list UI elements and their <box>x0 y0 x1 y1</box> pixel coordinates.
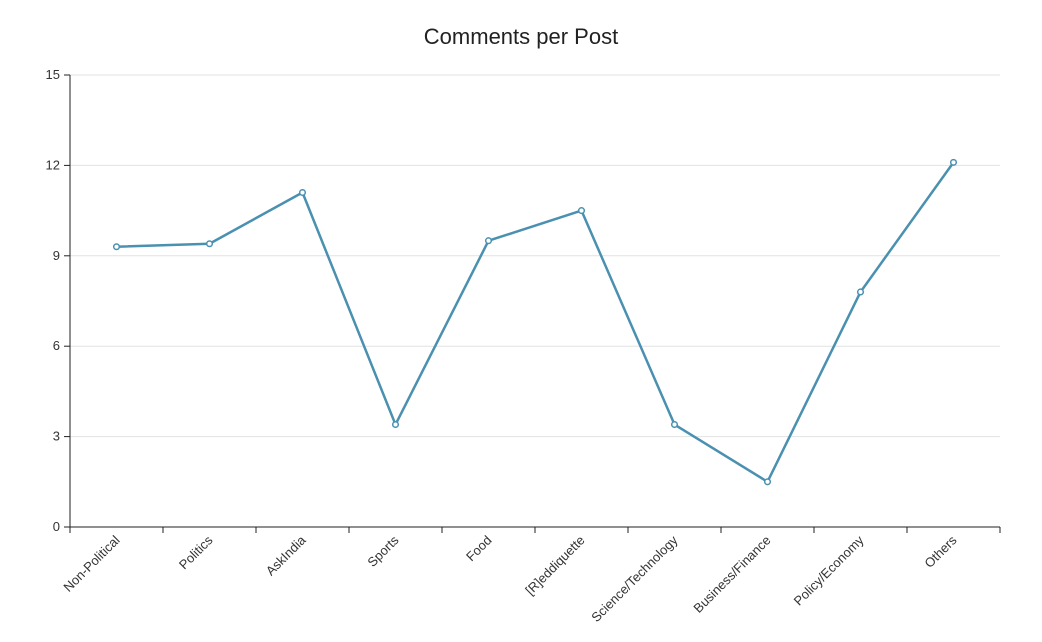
y-tick-label: 12 <box>46 157 60 172</box>
data-point[interactable] <box>856 288 865 296</box>
x-tick-label: Food <box>463 533 495 565</box>
y-tick-label: 9 <box>53 248 60 263</box>
x-tick-label: Science/Technology <box>588 532 681 625</box>
x-tick-label: Business/Finance <box>690 533 773 616</box>
data-point[interactable] <box>670 420 679 429</box>
data-point[interactable] <box>391 420 400 429</box>
y-tick-label: 0 <box>53 519 60 534</box>
data-point[interactable] <box>205 240 214 248</box>
y-tick-label: 6 <box>53 338 60 353</box>
x-tick-label: Policy/Economy <box>791 532 867 608</box>
y-tick-label: 3 <box>53 429 60 444</box>
points-layer <box>112 158 958 486</box>
x-tick-label: AskIndia <box>263 532 309 578</box>
y-tick-label: 15 <box>46 67 60 82</box>
grid-lines <box>70 74 1000 438</box>
x-tick-label: Politics <box>176 532 216 572</box>
data-point[interactable] <box>577 207 586 215</box>
data-point[interactable] <box>298 188 307 197</box>
x-tick-label: Others <box>921 532 960 571</box>
series-layer <box>115 161 955 484</box>
x-tick-label: Sports <box>364 532 402 570</box>
data-point[interactable] <box>484 237 493 245</box>
data-point[interactable] <box>112 243 121 251</box>
x-tick-label: Non-Political <box>60 532 122 594</box>
data-point[interactable] <box>763 478 772 486</box>
chart-title: Comments per Post <box>423 24 619 49</box>
series-line <box>115 161 955 484</box>
x-tick-label: [R]eddiquette <box>522 533 587 598</box>
data-point[interactable] <box>949 158 958 166</box>
